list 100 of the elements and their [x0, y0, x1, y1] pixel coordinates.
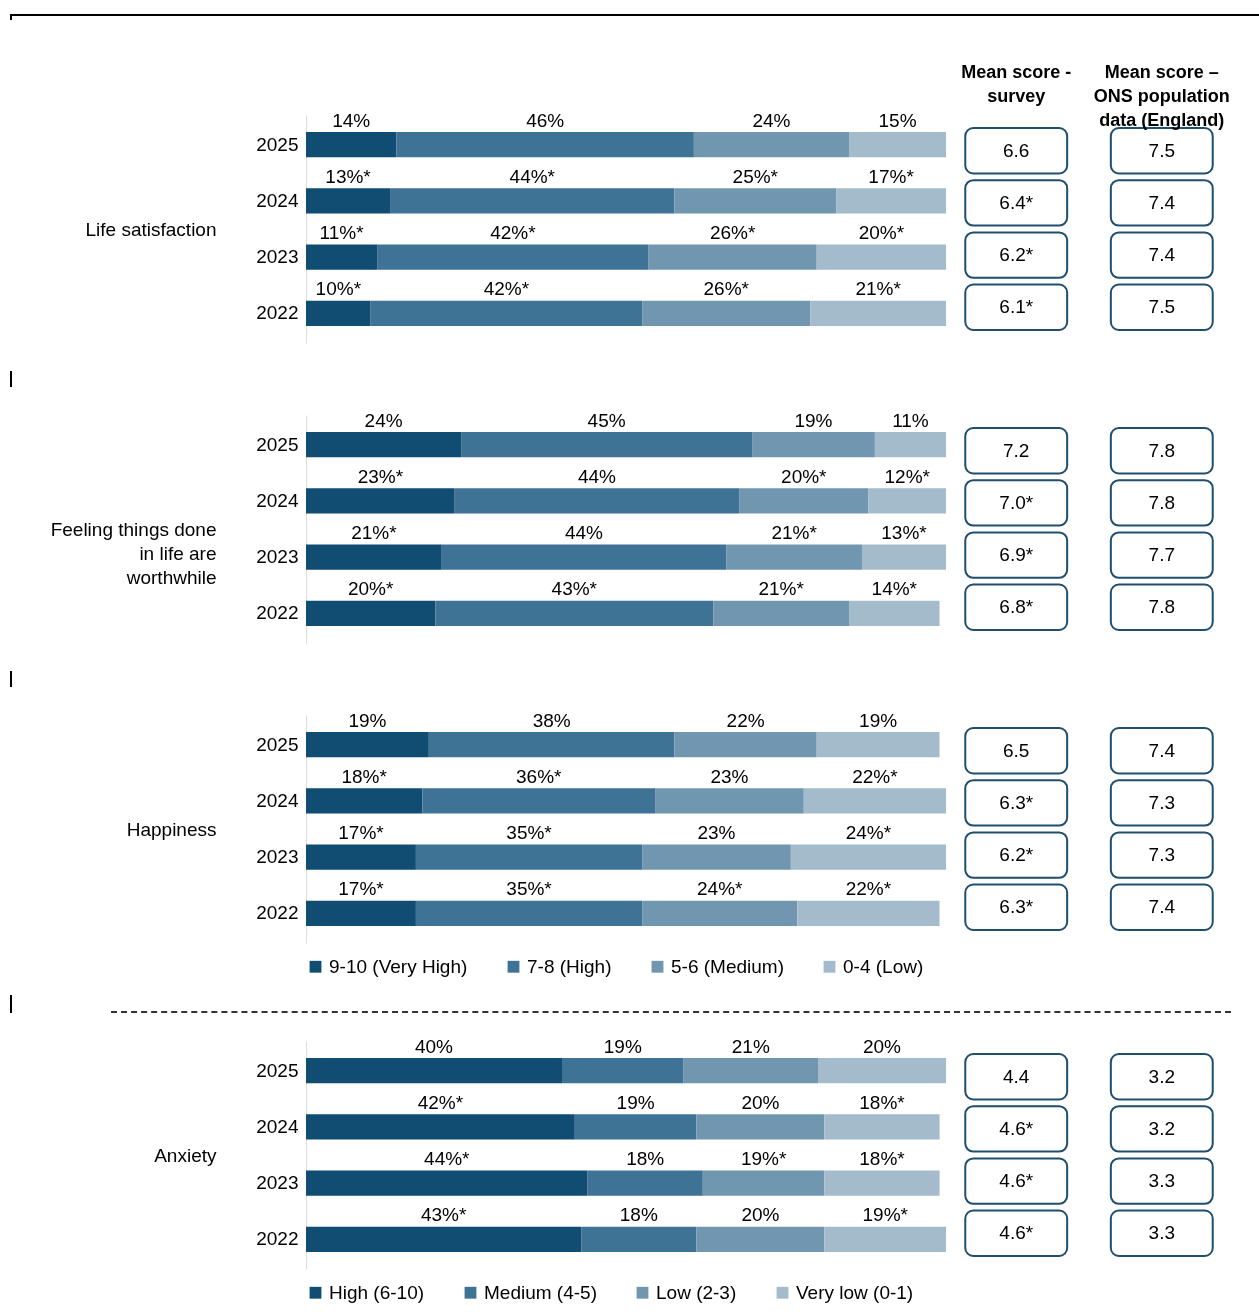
data-label: 18%: [619, 1204, 658, 1226]
data-label: 17%*: [868, 165, 915, 187]
bar: [396, 131, 694, 158]
bar: [306, 544, 442, 570]
bar: [790, 844, 946, 870]
bar: [861, 544, 946, 570]
data-label: 20%*: [858, 222, 905, 244]
data-label: 18%*: [859, 1091, 906, 1113]
bar: [696, 1114, 825, 1140]
data-label: 11%: [892, 409, 929, 431]
data-label: 38%: [532, 709, 571, 731]
data-label: 17%*: [338, 878, 385, 900]
bar: [390, 188, 675, 214]
data-label: 11%*: [319, 222, 365, 244]
text: 7.5: [1148, 296, 1175, 318]
text: 4.6*: [999, 1170, 1034, 1192]
bar: [435, 600, 714, 627]
bar: [306, 600, 436, 627]
bar: [306, 900, 416, 927]
data-label: 40%: [414, 1035, 454, 1057]
bar: [674, 188, 837, 214]
bar: [836, 188, 946, 214]
y-tick-label: 2024: [256, 789, 299, 811]
data-label: 43%*: [420, 1204, 467, 1226]
y-tick-label: 2022: [256, 1228, 299, 1250]
bar: [306, 300, 371, 327]
y-axis-title: Happiness: [126, 818, 217, 840]
data-label: 35%*: [506, 878, 553, 900]
text: 7.3: [1148, 791, 1175, 813]
data-label: 18%: [626, 1148, 665, 1170]
text: 6.3*: [999, 896, 1034, 918]
bar: [587, 1170, 703, 1196]
data-label: 20%: [741, 1204, 780, 1226]
data-label: 26%*: [709, 222, 756, 244]
y-tick-label: 2022: [256, 602, 299, 624]
bar: [642, 844, 791, 870]
data-label: 36%*: [516, 765, 563, 787]
y-axis-title: Feeling things done in life are worthwhile: [50, 518, 217, 588]
data-label: 19%: [859, 709, 898, 731]
bar: [415, 844, 643, 870]
bar: [642, 900, 798, 927]
text: 7.7: [1148, 544, 1175, 566]
text: 7.8: [1148, 439, 1175, 461]
bar: [693, 131, 850, 158]
data-label: 46%: [526, 109, 565, 131]
bar: [574, 1114, 697, 1140]
bar: [461, 431, 753, 458]
data-label: 19%*: [862, 1204, 909, 1226]
text: 4.4: [1003, 1065, 1030, 1087]
y-tick-label: 2022: [256, 902, 299, 924]
text: 6.5: [1003, 739, 1030, 761]
data-label: 42%*: [483, 278, 530, 300]
text: 6.4*: [999, 191, 1034, 213]
bar: [306, 1170, 588, 1196]
y-tick-label: 2025: [256, 133, 299, 155]
bar: [849, 600, 940, 627]
data-label: 44%: [577, 465, 617, 487]
data-label: 25%*: [732, 165, 779, 187]
y-tick-label: 2024: [256, 189, 299, 211]
bar: [726, 544, 862, 570]
data-label: 17%*: [338, 822, 385, 844]
text: 4.6*: [999, 1222, 1034, 1244]
text: 6.6: [1003, 139, 1030, 161]
y-tick-label: 2024: [256, 489, 299, 511]
data-label: 20%*: [347, 578, 394, 600]
bar: [306, 1226, 582, 1253]
data-label: 22%: [726, 709, 765, 731]
bar: [428, 731, 675, 758]
category-label: Mean score – ONS population data (England): [1093, 61, 1230, 130]
text: 6.1*: [999, 296, 1034, 318]
text: 6.2*: [999, 844, 1034, 866]
bar: [648, 244, 817, 270]
data-label: 19%: [348, 709, 387, 731]
data-label: 21%: [731, 1035, 770, 1057]
text: 7.8: [1148, 491, 1175, 513]
data-label: 22%*: [852, 765, 899, 787]
data-label: 26%*: [703, 278, 750, 300]
data-label: 15%: [878, 109, 917, 131]
bar: [306, 1114, 575, 1140]
bar: [415, 900, 643, 927]
text: 7.0*: [999, 491, 1034, 513]
bar: [818, 1057, 946, 1084]
bar: [816, 244, 946, 270]
text: 7.4: [1148, 191, 1176, 213]
bar: [441, 544, 727, 570]
text: 3.3: [1148, 1170, 1175, 1192]
bar: [306, 244, 378, 270]
y-axis-title: Life satisfaction: [85, 218, 217, 240]
bar: [370, 300, 643, 327]
data-label: 19%*: [740, 1148, 787, 1170]
bar: [674, 731, 817, 758]
y-tick-label: 2023: [256, 1172, 299, 1194]
y-tick-label: 2025: [256, 1059, 299, 1081]
data-label: 43%*: [551, 578, 598, 600]
bar: [797, 900, 940, 927]
legend-label: Medium (4-5): [484, 1281, 597, 1303]
bar: [306, 731, 429, 758]
y-tick-label: 2022: [256, 302, 299, 324]
bar: [696, 1226, 825, 1253]
text: 7.5: [1148, 139, 1175, 161]
